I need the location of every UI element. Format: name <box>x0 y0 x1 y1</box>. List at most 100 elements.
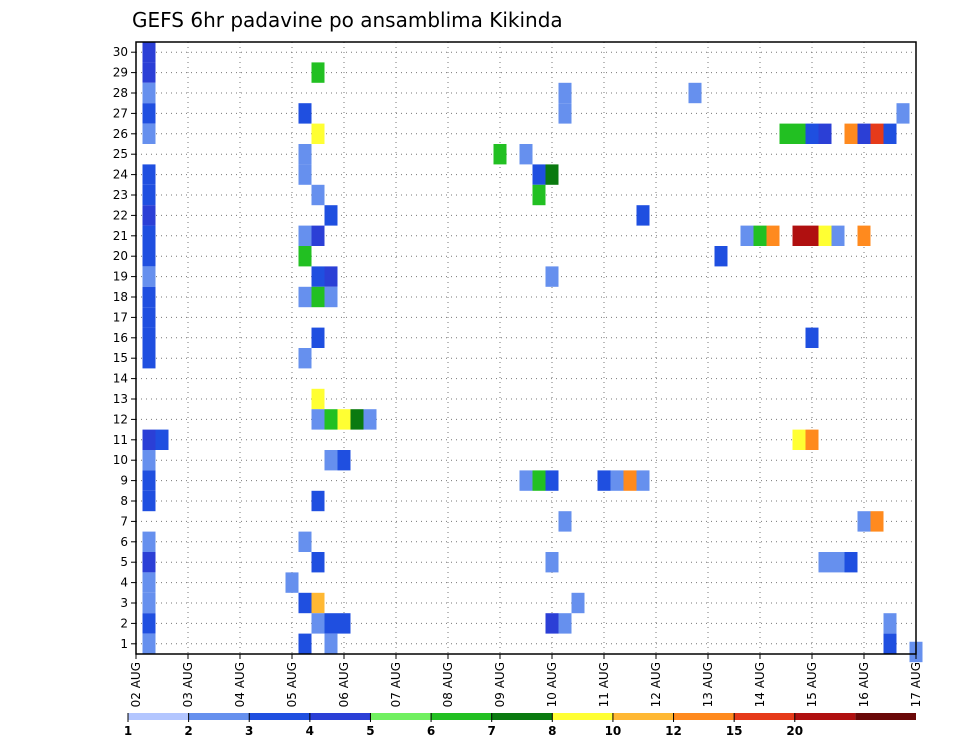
data-cells <box>142 42 923 663</box>
heatmap-cell <box>493 144 507 165</box>
legend-swatch <box>431 713 492 720</box>
heatmap-cell <box>623 470 637 491</box>
heatmap-cell <box>142 164 156 185</box>
heatmap-cell <box>870 511 884 532</box>
legend-label: 5 <box>366 724 374 738</box>
legend-label: 2 <box>184 724 192 738</box>
x-tick-label: 05 AUG <box>285 662 299 707</box>
legend-swatch <box>309 713 371 720</box>
y-tick-label: 2 <box>120 616 128 630</box>
heatmap-cell <box>311 123 325 144</box>
y-tick-label: 7 <box>120 514 128 528</box>
heatmap-cell <box>857 511 871 532</box>
y-tick-label: 10 <box>113 453 128 467</box>
heatmap-cell <box>142 327 156 348</box>
x-tick-label: 08 AUG <box>441 662 455 707</box>
heatmap-cell <box>883 123 897 144</box>
heatmap-cell <box>142 572 156 593</box>
x-tick-label: 17 AUG <box>909 662 923 707</box>
heatmap-cell <box>831 552 845 573</box>
heatmap-cell <box>142 123 156 144</box>
heatmap-cell <box>142 266 156 287</box>
x-tick-label: 07 AUG <box>389 662 403 707</box>
heatmap-cell <box>558 613 572 634</box>
heatmap-cell <box>818 552 832 573</box>
y-tick-label: 28 <box>113 86 128 100</box>
y-tick-label: 8 <box>120 494 128 508</box>
heatmap-cell <box>298 103 312 124</box>
heatmap-cell <box>792 429 806 450</box>
heatmap-cell <box>142 307 156 328</box>
y-tick-label: 29 <box>113 66 128 80</box>
y-tick-label: 16 <box>113 331 128 345</box>
y-tick-label: 25 <box>113 147 128 161</box>
heatmap-cell <box>779 123 793 144</box>
heatmap-cell <box>142 184 156 206</box>
heatmap-cell <box>142 552 156 573</box>
heatmap-cell <box>714 246 728 267</box>
legend-swatch <box>673 713 735 720</box>
heatmap-cell <box>337 613 351 634</box>
heatmap-cell <box>857 225 871 246</box>
legend-label: 20 <box>786 724 803 738</box>
legend-label: 3 <box>245 724 253 738</box>
x-tick-label: 03 AUG <box>181 662 195 707</box>
y-tick-label: 27 <box>113 106 128 120</box>
heatmap-cell <box>298 286 312 308</box>
y-tick-label: 18 <box>113 290 128 304</box>
legend-swatch <box>794 713 856 720</box>
heatmap-cell <box>558 103 572 124</box>
y-tick-label: 24 <box>113 168 128 182</box>
y-tick-label: 21 <box>113 229 128 243</box>
heatmap-cell <box>324 286 338 308</box>
heatmap-cell <box>896 103 910 124</box>
heatmap-cell <box>324 613 338 634</box>
y-tick-label: 20 <box>113 249 128 263</box>
heatmap-cell <box>142 592 156 614</box>
y-tick-label: 30 <box>113 45 128 59</box>
heatmap-cell <box>545 613 559 634</box>
heatmap-cell <box>636 470 650 491</box>
y-tick-label: 15 <box>113 351 128 365</box>
heatmap-cell <box>311 184 325 206</box>
heatmap-cell <box>142 490 156 512</box>
legend-swatch <box>855 713 916 720</box>
heatmap-cell <box>324 409 338 430</box>
heatmap-cell <box>532 470 546 491</box>
heatmap-cell <box>311 327 325 348</box>
heatmap-cell <box>753 225 767 246</box>
heatmap-cell <box>558 511 572 532</box>
heatmap-cell <box>142 42 156 63</box>
heatmap-cell <box>142 225 156 246</box>
heatmap-cell <box>298 164 312 185</box>
x-tick-label: 04 AUG <box>233 662 247 707</box>
color-legend: 1 2 3 4 5 6 7 8 10 12 15 20 <box>124 713 916 738</box>
legend-swatch <box>491 713 553 720</box>
y-axis-ticks: 1234567891011121314151617181920212223242… <box>113 45 136 651</box>
y-tick-label: 26 <box>113 127 128 141</box>
legend-swatch <box>552 713 613 720</box>
legend-label: 1 <box>124 724 132 738</box>
heatmap-cell <box>597 470 611 491</box>
heatmap-cell <box>636 205 650 226</box>
heatmap-cell <box>311 266 325 287</box>
heatmap-cell <box>142 470 156 491</box>
heatmap-cell <box>142 613 156 634</box>
heatmap-cell <box>519 470 533 491</box>
x-tick-label: 02 AUG <box>129 662 143 707</box>
heatmap-cell <box>142 246 156 267</box>
heatmap-cell <box>142 429 156 450</box>
heatmap-cell <box>311 613 325 634</box>
heatmap-cell <box>883 613 897 634</box>
heatmap-cell <box>311 286 325 308</box>
y-tick-label: 13 <box>113 392 128 406</box>
y-tick-label: 11 <box>113 433 128 447</box>
heatmap-cell <box>337 450 351 471</box>
y-tick-label: 9 <box>120 474 128 488</box>
legend-swatch <box>188 713 250 720</box>
legend-label: 4 <box>306 724 314 738</box>
heatmap-cell <box>142 286 156 308</box>
heatmap-cell <box>324 633 338 654</box>
heatmap-cell <box>532 164 546 185</box>
